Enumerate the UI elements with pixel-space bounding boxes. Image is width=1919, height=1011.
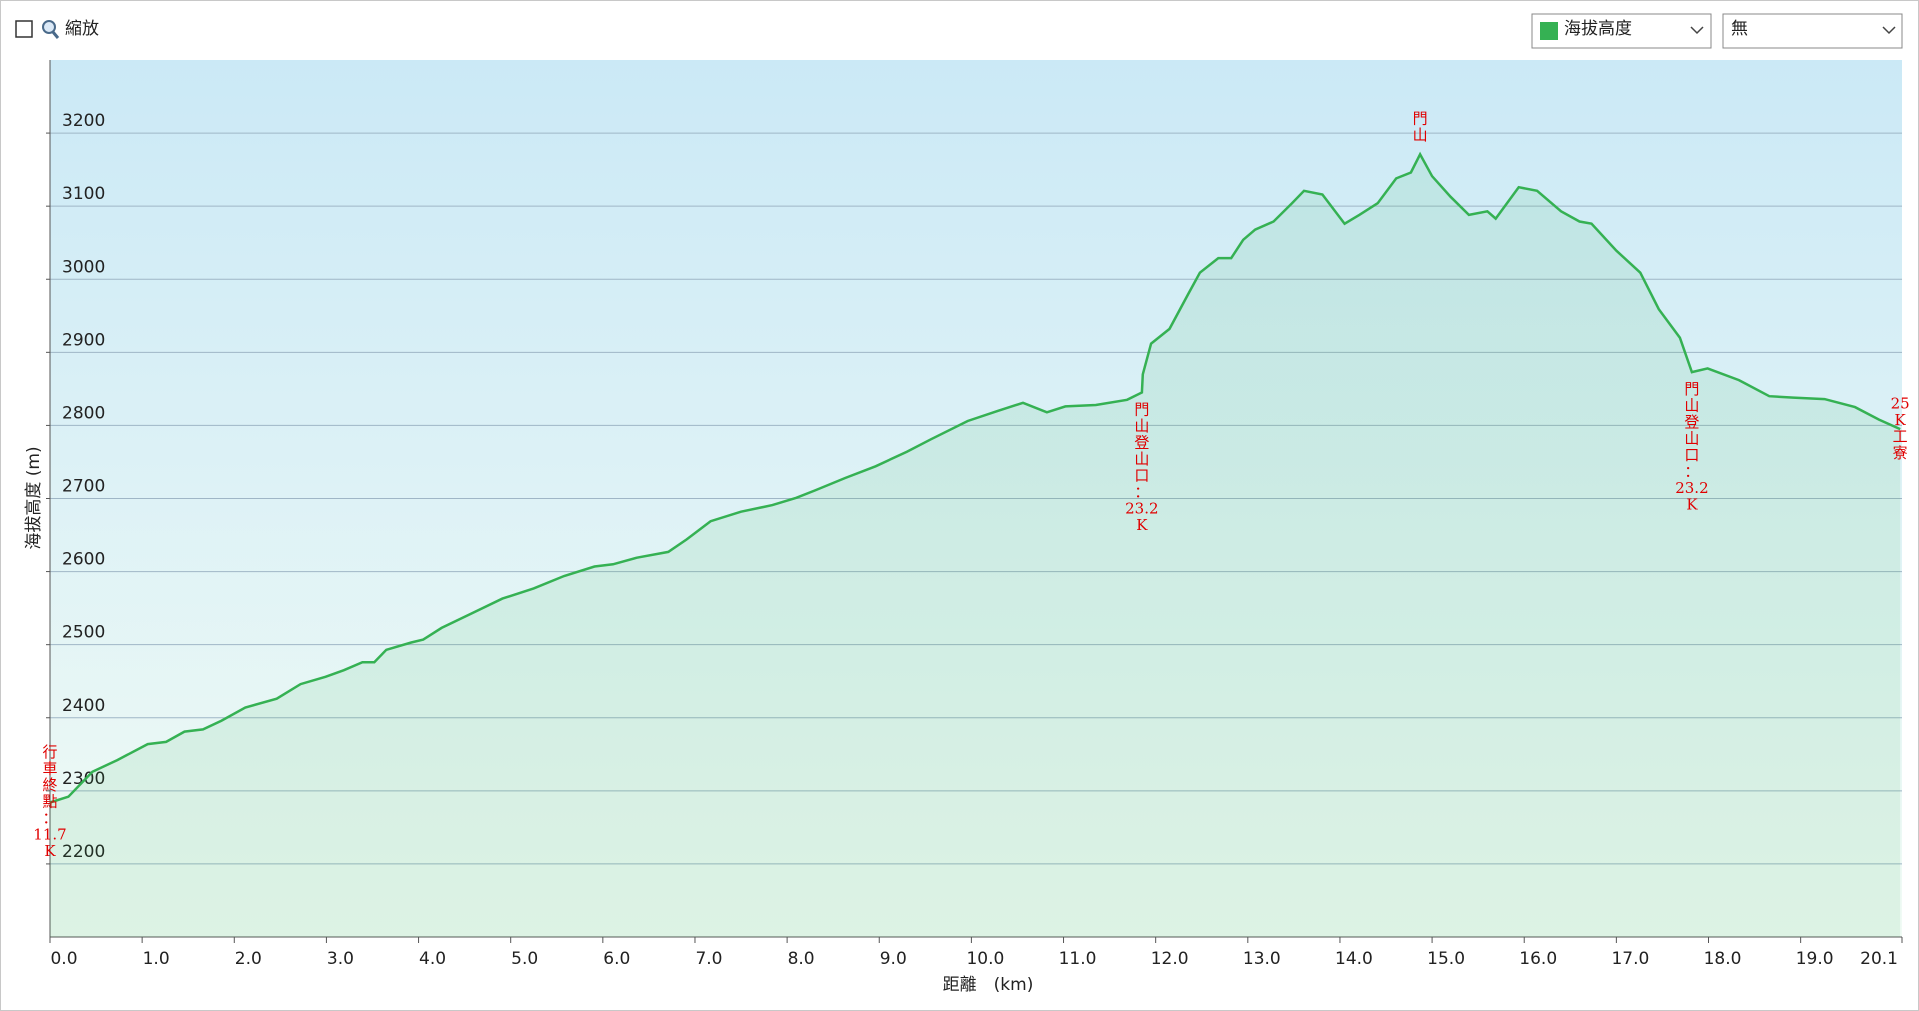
y-tick-label: 3200 <box>62 111 105 131</box>
y-tick-label: 2800 <box>62 403 105 423</box>
y-tick-label: 2200 <box>62 842 105 862</box>
dropdown-arrow <box>1690 26 1704 35</box>
legend-label: 海拔高度 <box>1564 19 1632 39</box>
zoom-checkbox[interactable] <box>15 20 33 38</box>
x-tick-label: 19.0 <box>1796 949 1834 969</box>
zoom-icon <box>42 20 56 34</box>
x-tick-label: 7.0 <box>695 949 722 969</box>
annotation: 行車終點： 11.7 K <box>33 743 66 860</box>
second-dropdown-label: 無 <box>1731 19 1748 39</box>
x-tick-label: 5.0 <box>511 949 538 969</box>
y-tick-label: 2600 <box>62 550 105 570</box>
annotation: 門山 <box>1413 110 1428 145</box>
x-tick-label: 6.0 <box>603 949 630 969</box>
y-tick-label: 2900 <box>62 330 105 350</box>
dropdown-arrow <box>1882 26 1896 35</box>
y-axis-label: 海拔高度 (m) <box>24 446 44 549</box>
zoom-label: 縮放 <box>65 19 99 39</box>
x-tick-label: 14.0 <box>1335 949 1373 969</box>
x-tick-label: 10.0 <box>966 949 1004 969</box>
y-tick-label: 2700 <box>62 477 105 497</box>
series-dropdown[interactable] <box>1531 13 1712 49</box>
elevation-line <box>49 151 1901 804</box>
y-tick-label: 2400 <box>62 696 105 716</box>
area <box>50 154 1901 938</box>
x-tick-label: 18.0 <box>1704 949 1742 969</box>
annotation: 門山登山口： 23.2 K <box>1675 380 1708 513</box>
x-tick-label: 0.0 <box>50 949 77 969</box>
y-tick-label: 2300 <box>62 769 105 789</box>
annotation: 門山登山口： 23.2 K <box>1125 401 1158 535</box>
x-axis-label: 距離 (km) <box>943 975 1034 995</box>
x-tick-label: 11.0 <box>1059 949 1097 969</box>
x-tick-label: 1.0 <box>143 949 170 969</box>
x-tick-label: 13.0 <box>1243 949 1281 969</box>
y-tick-label: 3100 <box>62 184 105 204</box>
x-tick-label: 16.0 <box>1519 949 1557 969</box>
x-tick-label: 3.0 <box>327 949 354 969</box>
annotation: 25 K 工寮 <box>1891 394 1910 462</box>
x-tick-label: 9.0 <box>880 949 907 969</box>
legend-swatch <box>1540 22 1558 40</box>
x-tick-label: 20.1 <box>1860 949 1898 969</box>
zoom-icon-handle <box>51 31 60 39</box>
x-tick-label: 8.0 <box>788 949 815 969</box>
x-tick-label: 2.0 <box>235 949 262 969</box>
y-tick-label: 2500 <box>62 623 105 643</box>
second-dropdown[interactable] <box>1722 13 1903 49</box>
x-tick-label: 4.0 <box>419 949 446 969</box>
x-tick-label: 12.0 <box>1151 949 1189 969</box>
y-tick-label: 3000 <box>62 257 105 277</box>
x-tick-label: 17.0 <box>1611 949 1649 969</box>
x-tick-label: 15.0 <box>1427 949 1465 969</box>
